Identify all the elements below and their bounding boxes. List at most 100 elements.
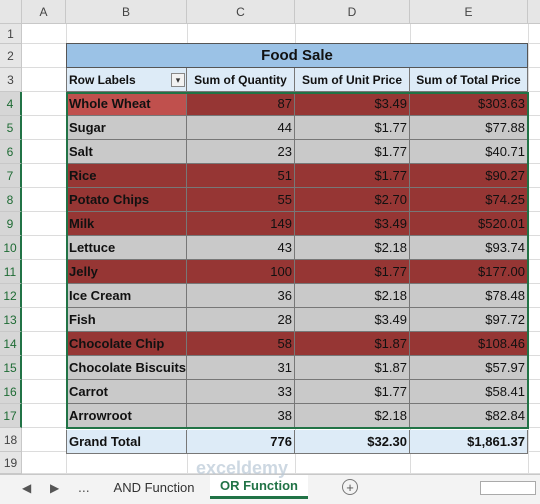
total-price-cell[interactable]: $93.74 [410,236,528,260]
row-label[interactable]: Milk [66,212,187,236]
row-header-14[interactable]: 14 [0,332,22,356]
quantity-cell[interactable]: 38 [187,404,295,428]
gridline [22,473,540,474]
row-header-12[interactable]: 12 [0,284,22,308]
unit-price-cell[interactable]: $1.87 [295,332,410,356]
column-header-d[interactable]: D [295,0,410,24]
total-price-cell[interactable]: $90.27 [410,164,528,188]
total-price-cell[interactable]: $97.72 [410,308,528,332]
total-price-cell[interactable]: $57.97 [410,356,528,380]
unit-price-cell[interactable]: $1.77 [295,140,410,164]
quantity-cell[interactable]: 31 [187,356,295,380]
quantity-cell[interactable]: 28 [187,308,295,332]
unit-price-cell[interactable]: $1.87 [295,356,410,380]
unit-price-cell[interactable]: $1.77 [295,260,410,284]
unit-price-cell[interactable]: $2.70 [295,188,410,212]
prev-sheet-button[interactable]: ◀ [22,481,32,495]
row-header-9[interactable]: 9 [0,212,22,236]
quantity-cell[interactable]: 33 [187,380,295,404]
row-label[interactable]: Jelly [66,260,187,284]
row-header-15[interactable]: 15 [0,356,22,380]
unit-price-cell[interactable]: $1.77 [295,380,410,404]
row-label[interactable]: Chocolate Biscuits [66,356,187,380]
row-labels-header[interactable]: Row Labels [66,68,187,92]
filter-dropdown-icon[interactable]: ▾ [171,73,185,87]
unit-price-cell[interactable]: $3.49 [295,308,410,332]
row-label[interactable]: Chocolate Chip [66,332,187,356]
row-header-4[interactable]: 4 [0,92,22,116]
unit-price-cell[interactable]: $3.49 [295,212,410,236]
row-header-11[interactable]: 11 [0,260,22,284]
column-header-a[interactable]: A [22,0,66,24]
total-price-cell[interactable]: $177.00 [410,260,528,284]
total-price-cell[interactable]: $77.88 [410,116,528,140]
quantity-cell[interactable]: 149 [187,212,295,236]
grand-total-unit-price[interactable]: $32.30 [295,430,410,454]
grand-total-label[interactable]: Grand Total [66,430,187,454]
row-label[interactable]: Rice [66,164,187,188]
quantity-cell[interactable]: 100 [187,260,295,284]
select-all-corner[interactable] [0,0,22,24]
row-header-16[interactable]: 16 [0,380,22,404]
sum-total-price-header[interactable]: Sum of Total Price [410,68,528,92]
row-label[interactable]: Arrowroot [66,404,187,428]
quantity-cell[interactable]: 51 [187,164,295,188]
row-label[interactable]: Ice Cream [66,284,187,308]
total-price-cell[interactable]: $520.01 [410,212,528,236]
row-header-18[interactable]: 18 [0,428,22,452]
row-header-8[interactable]: 8 [0,188,22,212]
column-header-e[interactable]: E [410,0,528,24]
total-price-cell[interactable]: $108.46 [410,332,528,356]
column-header-b[interactable]: B [66,0,187,24]
row-header-5[interactable]: 5 [0,116,22,140]
total-price-cell[interactable]: $82.84 [410,404,528,428]
column-header-c[interactable]: C [187,0,295,24]
row-label[interactable]: Lettuce [66,236,187,260]
grand-total-quantity[interactable]: 776 [187,430,295,454]
row-label[interactable]: Salt [66,140,187,164]
row-header-3[interactable]: 3 [0,68,22,92]
row-label[interactable]: Fish [66,308,187,332]
total-price-cell[interactable]: $78.48 [410,284,528,308]
unit-price-cell[interactable]: $1.77 [295,116,410,140]
row-header-6[interactable]: 6 [0,140,22,164]
row-label[interactable]: Sugar [66,116,187,140]
row-header-1[interactable]: 1 [0,24,22,44]
tab-or-function[interactable]: OR Function [210,475,308,499]
unit-price-cell[interactable]: $2.18 [295,284,410,308]
total-price-cell[interactable]: $58.41 [410,380,528,404]
unit-price-cell[interactable]: $3.49 [295,92,410,116]
row-header-10[interactable]: 10 [0,236,22,260]
next-sheet-button[interactable]: ▶ [50,481,60,495]
quantity-cell[interactable]: 87 [187,92,295,116]
unit-price-cell[interactable]: $2.18 [295,236,410,260]
grand-total-total-price[interactable]: $1,861.37 [410,430,528,454]
row-header-19[interactable]: 19 [0,452,22,474]
row-header-7[interactable]: 7 [0,164,22,188]
unit-price-cell[interactable]: $2.18 [295,404,410,428]
quantity-cell[interactable]: 58 [187,332,295,356]
quantity-cell[interactable]: 23 [187,140,295,164]
more-sheets-button[interactable]: ... [78,479,90,495]
unit-price-cell[interactable]: $1.77 [295,164,410,188]
quantity-cell[interactable]: 44 [187,116,295,140]
row-header-13[interactable]: 13 [0,308,22,332]
total-price-cell[interactable]: $40.71 [410,140,528,164]
pivot-title[interactable]: Food Sale [66,43,528,68]
total-price-cell[interactable]: $303.63 [410,92,528,116]
add-sheet-icon[interactable]: + [342,479,358,495]
row-label[interactable]: Whole Wheat [66,92,187,116]
total-price-cell[interactable]: $74.25 [410,188,528,212]
row-header-2[interactable]: 2 [0,44,22,68]
sum-unit-price-header[interactable]: Sum of Unit Price [295,68,410,92]
sum-quantity-header[interactable]: Sum of Quantity [187,68,295,92]
quantity-cell[interactable]: 55 [187,188,295,212]
quantity-cell[interactable]: 36 [187,284,295,308]
column-header-f[interactable] [528,0,540,24]
row-label[interactable]: Carrot [66,380,187,404]
row-header-17[interactable]: 17 [0,404,22,428]
horizontal-scrollbar[interactable] [480,481,536,495]
tab-and-function[interactable]: AND Function [113,479,195,495]
quantity-cell[interactable]: 43 [187,236,295,260]
row-label[interactable]: Potato Chips [66,188,187,212]
